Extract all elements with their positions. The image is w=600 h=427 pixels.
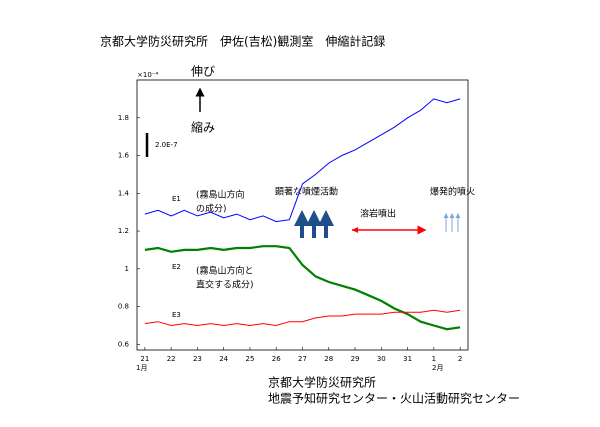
- x-tick-label: 21: [140, 355, 149, 363]
- x-tick-label: 1: [432, 355, 436, 363]
- x-tick-label: 24: [219, 355, 228, 363]
- y-tick-label: 1.4: [118, 189, 130, 197]
- month-label: 1月: [136, 364, 147, 372]
- x-tick-label: 28: [324, 355, 333, 363]
- annotation: の成分): [196, 203, 227, 215]
- arrow-head: [352, 227, 358, 233]
- series-line: [144, 245, 461, 331]
- x-tick-label: 2: [458, 355, 462, 363]
- chart-title: 京都大学防災研究所 伊佐(吉松)観測室 伸縮計記録: [100, 34, 385, 49]
- arrows: [443, 213, 461, 232]
- x-tick-label: 23: [193, 355, 202, 363]
- y-tick-label: 1: [125, 265, 129, 273]
- arrows: [294, 210, 334, 238]
- y-tick-label: 0.6: [118, 340, 130, 348]
- x-tick-label: 31: [403, 355, 412, 363]
- series-label: E3: [172, 311, 181, 319]
- x-tick-label: 29: [351, 355, 360, 363]
- y-tick-label: 1.2: [118, 227, 129, 235]
- annotation: 爆発的噴火: [430, 186, 475, 198]
- x-tick-label: 27: [298, 355, 307, 363]
- y-tick-label: 0.8: [118, 303, 129, 311]
- annotation: 顕著な噴煙活動: [275, 186, 338, 198]
- x-tick-label: 25: [245, 355, 254, 363]
- series-label: E1: [172, 195, 181, 203]
- annotation: 溶岩噴出: [360, 208, 396, 220]
- annotation: (霧島山方向: [196, 189, 245, 201]
- plot-frame: [136, 79, 469, 351]
- annotation: 伸び: [191, 65, 215, 79]
- annotation: (霧島山方向と: [196, 265, 254, 277]
- series-line: [144, 98, 461, 223]
- y-tick-label: 1.8: [118, 114, 129, 122]
- month-label: 2月: [432, 364, 443, 372]
- exponent-label: ×10⁻⁴: [137, 71, 158, 79]
- series-label: E2: [172, 263, 181, 271]
- x-tick-label: 22: [167, 355, 176, 363]
- x-tick-label: 30: [377, 355, 386, 363]
- series-line: [144, 309, 461, 327]
- x-tick-label: 26: [272, 355, 281, 363]
- annotation: 2.0E-7: [155, 141, 178, 149]
- annotation: 直交する成分): [196, 279, 254, 291]
- annotation: 縮み: [191, 120, 215, 135]
- footer: 地震予知研究センター・火山活動研究センター: [268, 391, 520, 406]
- y-tick-label: 1.6: [118, 152, 130, 160]
- footer: 京都大学防災研究所: [268, 375, 376, 390]
